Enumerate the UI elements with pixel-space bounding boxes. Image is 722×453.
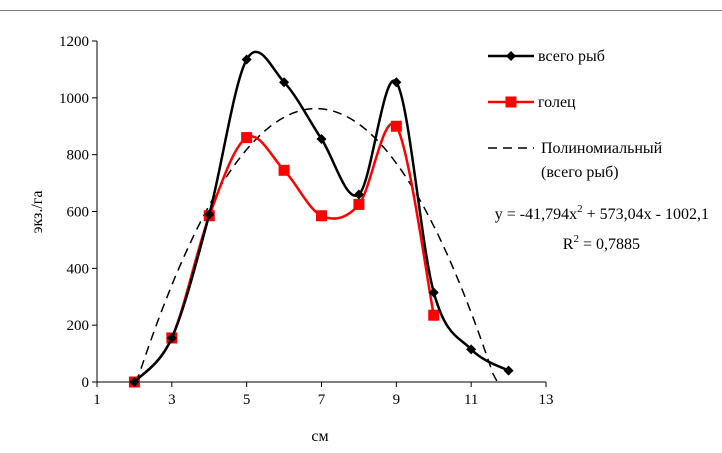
data-point-all-fish	[279, 77, 290, 88]
legend-item-trendline: Полиномиальный (всего рыб)	[488, 140, 663, 181]
legend-item-all-fish: всего рыб	[488, 48, 605, 65]
legend-marker-char	[505, 96, 517, 108]
legend-item-char: голец	[488, 94, 576, 111]
data-point-all-fish	[204, 209, 215, 220]
y-tick-label: 200	[67, 318, 90, 334]
trend-r2-prefix: R	[563, 236, 574, 253]
data-point-all-fish	[166, 332, 177, 343]
trend-equation-sup: 2	[577, 203, 583, 215]
data-point-char	[241, 132, 253, 144]
trend-r2-sup: 2	[573, 233, 579, 245]
data-point-all-fish	[353, 189, 364, 200]
top-rule	[0, 10, 722, 11]
data-point-all-fish	[316, 134, 327, 145]
trend-r2: R2 = 0,7885	[563, 233, 640, 253]
trendline-layer	[133, 107, 499, 383]
trend-equation-prefix: y = -41,794x	[495, 206, 577, 223]
legend-label-trendline-line2: (всего рыб)	[541, 164, 619, 181]
trend-equation-suffix: + 573,04x - 1002,1	[583, 206, 709, 223]
data-point-all-fish	[391, 77, 402, 88]
legend-marker-all-fish	[506, 51, 516, 61]
data-point-char	[353, 198, 365, 210]
x-tick-label: 3	[168, 392, 176, 408]
x-axis-title: см	[311, 428, 328, 445]
trend-r2-suffix: = 0,7885	[579, 236, 640, 253]
x-tick-label: 7	[318, 392, 326, 408]
legend: всего рыб голец Полиномиальный (всего ры…	[488, 48, 663, 181]
series-layer	[128, 50, 514, 388]
legend-label-all-fish: всего рыб	[538, 48, 605, 65]
x-tick-label: 13	[539, 392, 554, 408]
legend-label-trendline-line1: Полиномиальный	[541, 140, 663, 157]
trend-equation: y = -41,794x2 + 573,04x - 1002,1	[495, 203, 709, 223]
legend-label-char: голец	[538, 94, 576, 111]
trendline-curve	[133, 107, 499, 383]
data-point-all-fish	[428, 287, 439, 298]
x-tick-label: 9	[393, 392, 401, 408]
data-point-all-fish	[466, 344, 477, 355]
y-tick-label: 0	[82, 375, 90, 391]
data-point-all-fish	[241, 54, 252, 65]
data-point-char	[316, 210, 327, 222]
y-tick-label: 600	[67, 205, 90, 221]
data-point-char	[428, 309, 440, 321]
data-point-all-fish	[503, 365, 514, 376]
y-tick-label: 1000	[59, 91, 89, 107]
data-point-char	[390, 120, 402, 132]
x-tick-label: 5	[243, 392, 251, 408]
series-line-char	[133, 122, 436, 383]
y-tick-label: 800	[67, 148, 90, 164]
data-point-char	[278, 164, 290, 176]
y-axis-title: экз./га	[29, 191, 46, 234]
y-tick-label: 1200	[59, 34, 89, 50]
y-tick-label: 400	[67, 261, 90, 277]
x-tick-label: 11	[464, 392, 478, 408]
x-tick-label: 1	[93, 392, 101, 408]
data-point-all-fish	[129, 377, 140, 387]
